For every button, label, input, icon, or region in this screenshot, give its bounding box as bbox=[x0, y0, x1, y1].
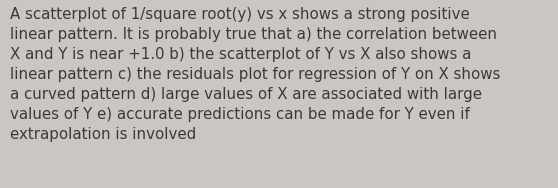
Text: A scatterplot of 1/square root(y) vs x shows a strong positive
linear pattern. I: A scatterplot of 1/square root(y) vs x s… bbox=[10, 7, 501, 142]
